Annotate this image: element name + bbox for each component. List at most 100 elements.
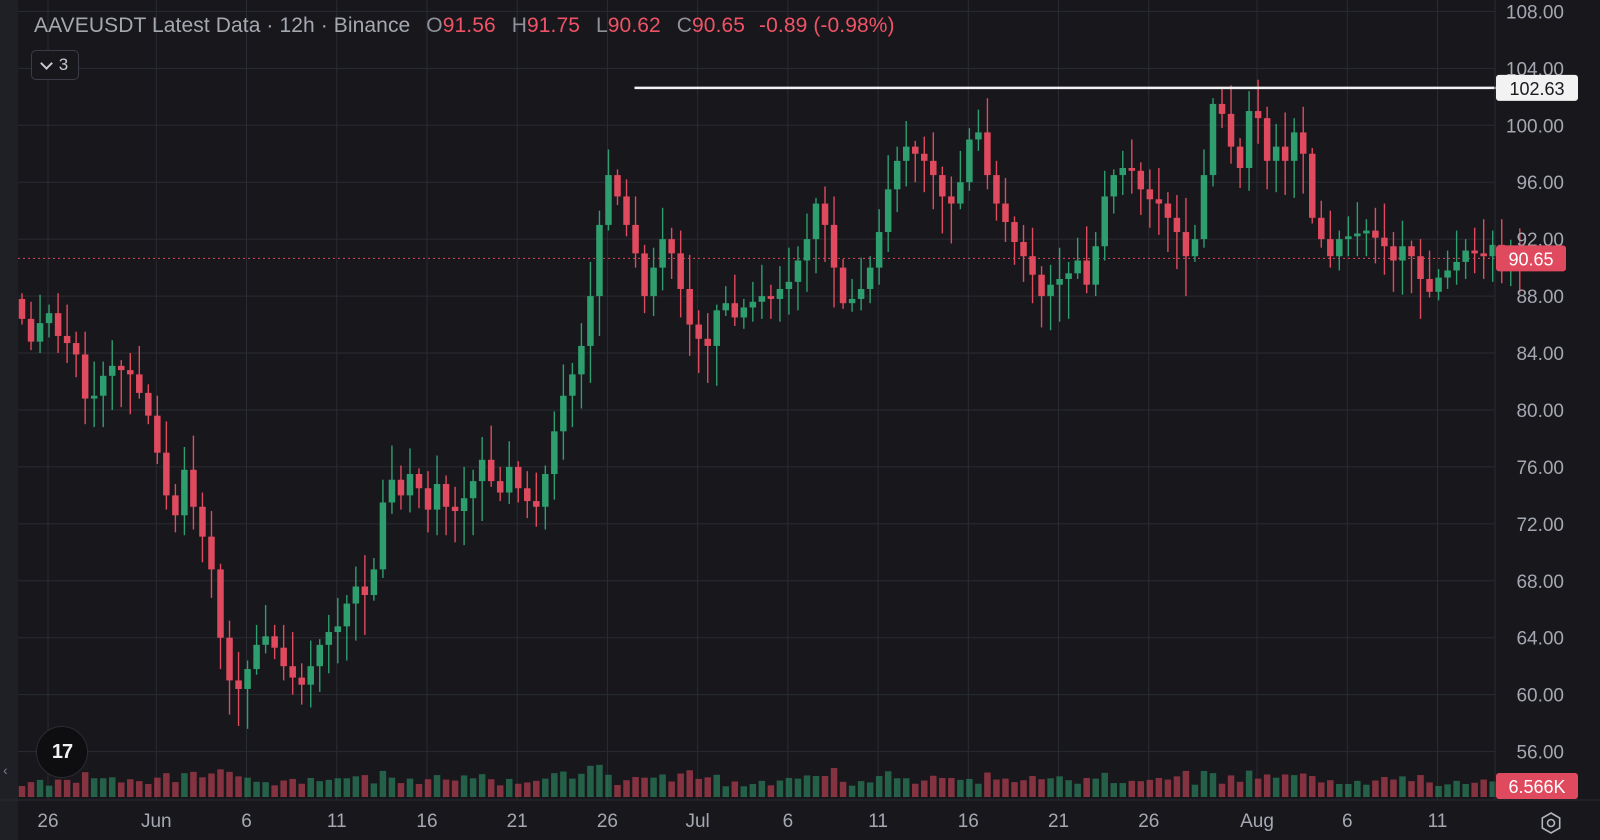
volume-bar — [912, 783, 919, 797]
candle — [1137, 162, 1145, 215]
candle — [1462, 239, 1469, 280]
volume-bar — [1372, 780, 1379, 797]
candle-body — [1020, 241, 1027, 257]
volume-bar — [1128, 780, 1136, 797]
indicators-toggle-button[interactable]: 3 — [31, 50, 79, 80]
volume-bar — [785, 777, 793, 797]
candle — [487, 425, 495, 487]
volume-bar — [18, 785, 26, 797]
candle-body — [632, 224, 639, 254]
candle-body — [406, 474, 414, 496]
volume-bar — [81, 772, 89, 797]
candle — [1336, 230, 1343, 271]
volume-bar — [271, 785, 278, 797]
volume-bar — [605, 774, 612, 797]
volume-bar — [857, 781, 865, 797]
settings-gear-icon[interactable] — [1540, 812, 1562, 834]
time-axis[interactable]: 26 Jun 6 11 16 21 26 Jul 6 11 16 21 26 Aug 6 11 — [37, 811, 1447, 832]
candle — [731, 274, 739, 326]
time-tick-label: 6 — [241, 811, 252, 832]
candle-body — [36, 323, 44, 342]
volume-bar — [569, 778, 576, 797]
price-badges: 102.63 90.65 6.566K — [1496, 74, 1578, 799]
candle-body — [1480, 253, 1487, 257]
volume-bar — [478, 774, 486, 797]
candle — [262, 604, 269, 654]
volume-bar — [1092, 778, 1099, 797]
volume-bar — [424, 779, 432, 797]
candle — [884, 155, 892, 252]
price-axis[interactable]: 108.00104.00100.0096.0092.0088.0084.0080… — [1506, 2, 1564, 763]
candle-body — [758, 296, 766, 302]
change-value: -0.89 (-0.98%) — [759, 14, 895, 37]
candle — [1236, 138, 1244, 188]
candle-body — [352, 586, 360, 604]
candle — [1056, 247, 1063, 322]
candle-body — [136, 374, 143, 393]
candle-body — [478, 459, 486, 482]
candle — [316, 639, 323, 692]
volume-bar — [1002, 778, 1009, 797]
volume-bar — [172, 782, 179, 797]
candle-body — [776, 288, 784, 299]
time-tick-label: 21 — [507, 811, 528, 832]
candle-body — [460, 498, 468, 512]
candle — [199, 492, 206, 563]
volume-bar — [1038, 779, 1045, 797]
candle-body — [1182, 232, 1190, 257]
close-value: 90.65 — [692, 14, 746, 37]
volume-bar — [145, 784, 152, 797]
candle — [1155, 167, 1163, 235]
candle-body — [54, 313, 62, 336]
candle-body — [469, 481, 477, 499]
candle-body — [316, 644, 323, 667]
candle-body — [1363, 230, 1370, 234]
candle-body — [1047, 284, 1054, 297]
candle — [1218, 86, 1226, 129]
candle — [948, 176, 955, 244]
candle-body — [614, 175, 621, 197]
tradingview-logo[interactable]: 17 — [36, 726, 88, 778]
candle-body — [262, 636, 269, 645]
candle-body — [1372, 230, 1379, 238]
candle-body — [767, 296, 775, 299]
candle-body — [1453, 261, 1460, 271]
candle — [1209, 98, 1217, 187]
volume-bar — [388, 777, 396, 797]
candle — [415, 468, 423, 509]
candle — [1146, 169, 1154, 228]
candle-body — [857, 288, 865, 299]
candle-body — [713, 310, 720, 346]
volume-bar — [893, 778, 901, 797]
volume-bar — [63, 779, 71, 797]
candle — [623, 179, 630, 237]
candle-body — [749, 301, 757, 308]
volume-bar — [154, 777, 161, 797]
volume-bar — [1254, 778, 1262, 797]
candle-body — [226, 637, 233, 681]
volume-bar — [902, 778, 910, 797]
symbol-title[interactable]: AAVEUSDT Latest Data · 12h · Binance — [34, 14, 411, 37]
candle-body — [127, 370, 134, 375]
collapse-arrow-icon[interactable]: ‹ — [3, 762, 8, 778]
candle-body — [785, 281, 793, 289]
volume-bar — [1381, 777, 1388, 797]
candle — [794, 246, 802, 311]
volume-bar — [45, 785, 53, 797]
candle — [821, 186, 829, 262]
candle-body — [1209, 103, 1217, 176]
candle-body — [902, 146, 910, 161]
candle-body — [893, 160, 901, 190]
candle-body — [388, 479, 396, 503]
candle — [1426, 250, 1433, 298]
candle-body — [1029, 256, 1036, 275]
candle — [54, 293, 62, 354]
volume-bar — [1173, 776, 1181, 797]
candle-body — [839, 267, 847, 304]
candle-body — [199, 506, 206, 537]
candle — [118, 360, 125, 408]
candle — [163, 421, 170, 510]
volume-bar — [442, 779, 450, 797]
volume-bar — [370, 783, 378, 797]
